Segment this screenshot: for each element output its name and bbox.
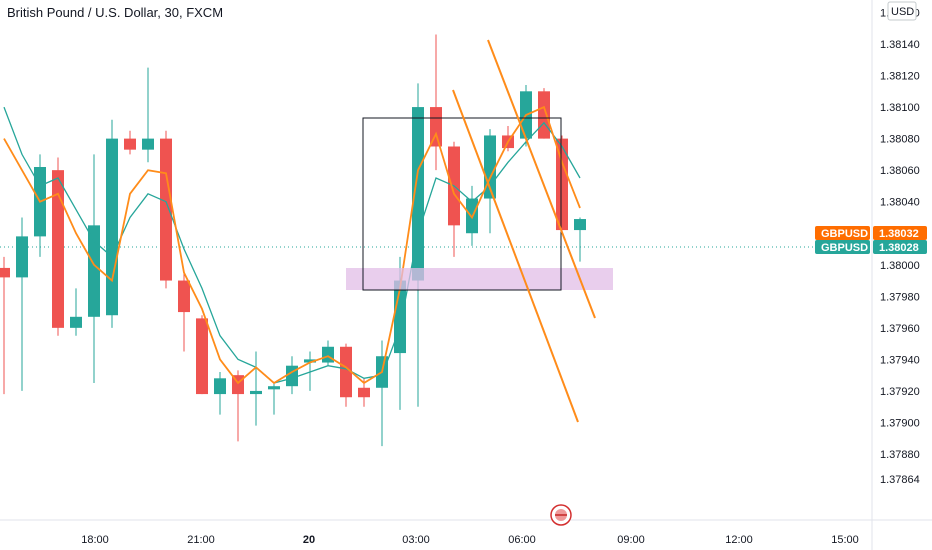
candle-14 (250, 351, 262, 426)
candle-10 (178, 272, 190, 352)
last-price-badge-0: GBPUSD 1.38032 (815, 226, 927, 240)
candle-body (250, 390, 262, 395)
candle-11 (196, 315, 208, 395)
x-tick-label: 06:00 (508, 534, 536, 546)
candles-layer (0, 34, 586, 447)
candle-body (106, 138, 118, 316)
support-zone-rect (346, 268, 613, 290)
candle-body (340, 346, 352, 398)
candle-body (214, 378, 226, 395)
candle-7 (124, 130, 136, 155)
candle-body (538, 91, 550, 139)
price-axis-background (872, 0, 932, 550)
candle-1 (16, 217, 28, 391)
symbol-badge-bg (815, 226, 870, 240)
candle-body (556, 138, 568, 231)
range-box-rect (362, 117, 562, 291)
x-tick-label: 21:00 (187, 534, 215, 546)
y-tick-label: 1.38080 (880, 134, 920, 146)
price-badge-label: 1.38032 (879, 228, 919, 240)
candle-5 (88, 154, 100, 384)
candle-8 (142, 67, 154, 163)
candle-body (88, 225, 100, 317)
symbol-badge-bg (815, 240, 870, 254)
axes-layer: 1.381601.381401.381201.381001.380801.380… (81, 1, 927, 546)
candle-body (412, 107, 424, 281)
y-tick-label: 1.37864 (880, 474, 920, 486)
candle-19 (340, 343, 352, 407)
candle-body (178, 280, 190, 313)
y-tick-label: 1.37980 (880, 291, 920, 303)
y-tick-label: 1.38060 (880, 165, 920, 177)
ema-fast-line (3, 105, 581, 385)
candle-body (16, 236, 28, 278)
candle-32 (574, 217, 586, 262)
candle-body (430, 107, 442, 147)
y-tick-label: 1.38000 (880, 260, 920, 272)
ema-lines-layer (3, 105, 581, 385)
candle-31 (556, 135, 568, 234)
x-tick-label: 03:00 (402, 534, 430, 546)
candle-body (574, 219, 586, 231)
trendline-upper (487, 39, 596, 319)
candle-body (322, 346, 334, 363)
candle-body (70, 316, 82, 328)
candle-18 (322, 340, 334, 366)
candle-6 (106, 119, 118, 328)
y-tick-label: 1.37940 (880, 354, 920, 366)
y-tick-label: 1.37880 (880, 449, 920, 461)
currency-button-frame (887, 1, 917, 21)
x-tick-label: 15:00 (831, 534, 859, 546)
price-badge-label: 1.38028 (879, 242, 919, 254)
y-tick-label: 1.37960 (880, 323, 920, 335)
last-price-badge-1: GBPUSD 1.38028 (815, 240, 927, 254)
y-tick-label: 1.38120 (880, 71, 920, 83)
candle-body (52, 170, 64, 328)
candle-9 (160, 130, 172, 289)
x-tick-label: 12:00 (725, 534, 753, 546)
y-tick-label: 1.38140 (880, 39, 920, 51)
candle-body (304, 359, 316, 363)
currency-label: USD (891, 6, 914, 18)
candle-body (196, 318, 208, 395)
candle-12 (214, 372, 226, 415)
y-tick-label: 1.38100 (880, 102, 920, 114)
candle-24 (430, 34, 442, 171)
candle-15 (268, 383, 280, 415)
candle-2 (34, 154, 46, 257)
price-badge-bg (873, 240, 927, 254)
candle-body (0, 267, 10, 278)
candle-23 (412, 83, 424, 407)
x-tick-label: 09:00 (617, 534, 645, 546)
candle-13 (232, 370, 244, 442)
symbol-badge-label: GBPUSD (821, 228, 868, 240)
drawings-layer (346, 39, 613, 526)
candle-4 (70, 288, 82, 336)
candle-body (124, 138, 136, 150)
economic-event-icon[interactable] (550, 504, 572, 526)
y-tick-label: 1.37920 (880, 386, 920, 398)
currency-button[interactable]: USD (887, 1, 917, 21)
candle-3 (52, 157, 64, 336)
candle-30 (538, 88, 550, 139)
chart-title: British Pound / U.S. Dollar, 30, FXCM (7, 5, 223, 20)
trendline-lower (452, 89, 579, 423)
candle-body (358, 387, 370, 398)
candle-body (268, 386, 280, 390)
y-tick-label: 1.38040 (880, 197, 920, 209)
symbol-badge-label: GBPUSD (821, 242, 868, 254)
x-tick-label: 20 (303, 534, 315, 546)
y-tick-label: 1.37900 (880, 417, 920, 429)
candle-body (160, 138, 172, 281)
candle-body (142, 138, 154, 150)
x-tick-label: 18:00 (81, 534, 109, 546)
candle-17 (304, 351, 316, 391)
candle-0 (0, 256, 10, 395)
candle-28 (502, 126, 514, 152)
price-badge-bg (873, 226, 927, 240)
